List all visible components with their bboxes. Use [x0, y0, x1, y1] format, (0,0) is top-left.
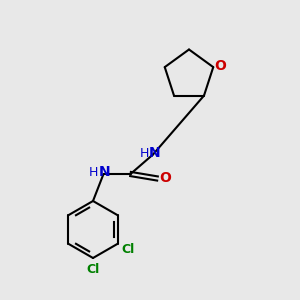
Text: Cl: Cl [86, 263, 100, 276]
Text: H: H [89, 166, 99, 179]
Text: N: N [99, 166, 111, 179]
Text: N: N [149, 146, 160, 160]
Text: O: O [214, 58, 226, 73]
Text: O: O [159, 172, 171, 185]
Text: Cl: Cl [121, 243, 134, 256]
Text: H: H [140, 146, 149, 160]
